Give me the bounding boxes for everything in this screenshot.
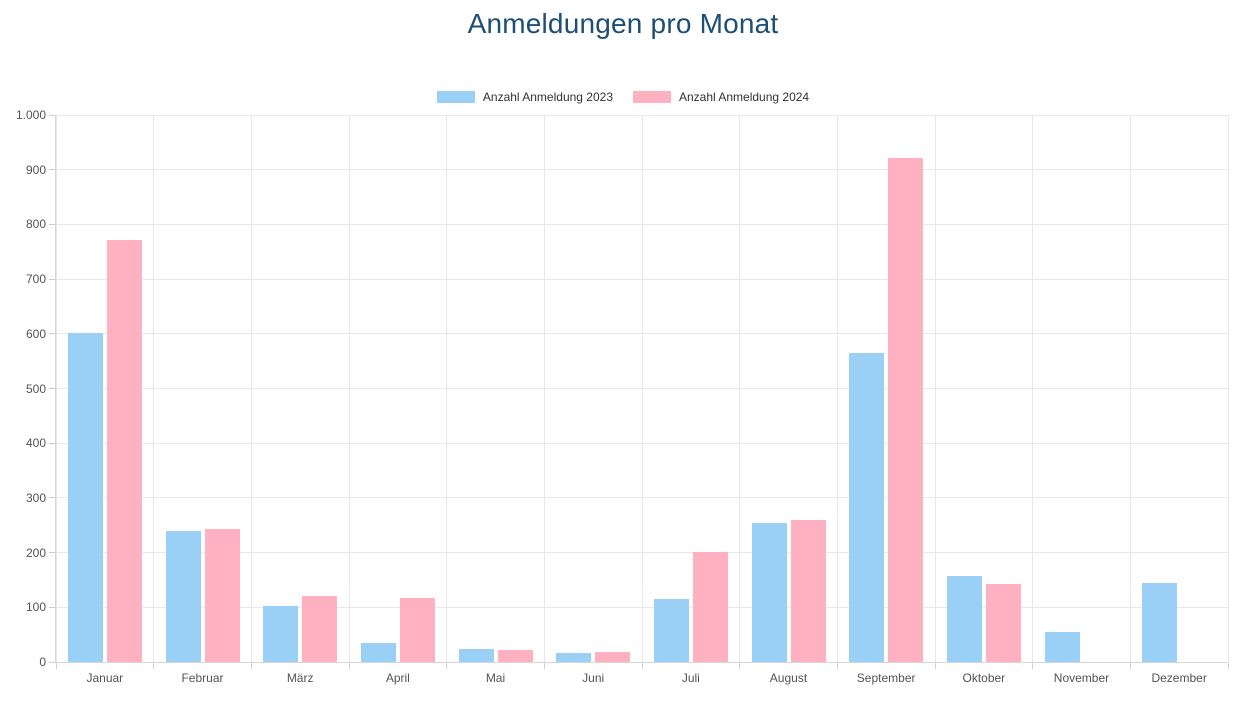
y-tick-mark-500 xyxy=(49,388,55,389)
x-tick-label-m-rz: März xyxy=(286,671,314,685)
x-tick-mark-9 xyxy=(934,663,936,669)
y-tick-mark-300 xyxy=(49,497,55,499)
bar-august-anzahl-anmeldung-2024[interactable] xyxy=(790,519,826,662)
bar-januar-anzahl-anmeldung-2023[interactable] xyxy=(67,332,103,662)
bar-februar-anzahl-anmeldung-2023[interactable] xyxy=(165,530,201,662)
y-tick-mark-100 xyxy=(49,606,55,608)
bar-oktober-anzahl-anmeldung-2024[interactable] xyxy=(985,583,1021,662)
x-tick-mark-6 xyxy=(641,663,643,669)
bar-m-rz-anzahl-anmeldung-2023[interactable] xyxy=(263,606,299,662)
y-tick-mark-1000 xyxy=(49,114,55,116)
legend-swatch-anzahl-anmeldung-2024 xyxy=(633,91,671,103)
bar-juli-anzahl-anmeldung-2023[interactable] xyxy=(653,599,689,662)
x-tick-label-mai: Mai xyxy=(485,671,506,685)
x-tick-mark-12 xyxy=(1227,663,1229,669)
bar-september-anzahl-anmeldung-2024[interactable] xyxy=(888,157,924,662)
gridline-x-0 xyxy=(55,115,57,662)
y-tick-label-200: 200 xyxy=(25,545,46,560)
y-tick-label-300: 300 xyxy=(25,490,46,505)
gridline-x-4 xyxy=(446,115,448,662)
x-tick-label-juli: Juli xyxy=(681,671,700,685)
gridline-x-2 xyxy=(250,115,252,662)
bar-oktober-anzahl-anmeldung-2023[interactable] xyxy=(946,575,982,662)
y-tick-mark-800 xyxy=(49,223,55,225)
y-tick-label-0: 0 xyxy=(39,655,46,669)
x-tick-label-august: August xyxy=(769,671,808,685)
bar-juni-anzahl-anmeldung-2024[interactable] xyxy=(595,651,631,662)
bar-mai-anzahl-anmeldung-2024[interactable] xyxy=(497,649,533,662)
y-tick-label-800: 800 xyxy=(25,217,46,232)
x-tick-mark-7 xyxy=(739,663,741,669)
bar-september-anzahl-anmeldung-2023[interactable] xyxy=(849,352,885,662)
y-tick-mark-400 xyxy=(49,442,55,444)
x-tick-label-juni: Juni xyxy=(582,671,605,685)
gridline-x-9 xyxy=(934,115,936,662)
y-tick-label-600: 600 xyxy=(25,326,46,341)
gridline-x-12 xyxy=(1227,115,1229,662)
y-tick-mark-700 xyxy=(49,278,55,280)
x-tick-label-dezember: Dezember xyxy=(1151,671,1207,685)
bar-mai-anzahl-anmeldung-2023[interactable] xyxy=(458,648,494,662)
x-tick-label-februar: Februar xyxy=(181,671,224,685)
gridline-x-5 xyxy=(543,115,545,662)
x-tick-label-april: April xyxy=(385,671,410,685)
legend-label: Anzahl Anmeldung 2023 xyxy=(482,90,613,104)
legend-label: Anzahl Anmeldung 2024 xyxy=(679,90,810,104)
x-axis-line xyxy=(55,662,1228,663)
bar-m-rz-anzahl-anmeldung-2024[interactable] xyxy=(302,595,338,662)
gridline-x-3 xyxy=(348,115,350,662)
legend-swatch-anzahl-anmeldung-2023 xyxy=(436,91,475,103)
gridline-x-8 xyxy=(836,115,838,662)
x-tick-mark-0 xyxy=(55,663,57,669)
gridline-x-7 xyxy=(739,115,741,662)
x-tick-mark-10 xyxy=(1032,663,1034,669)
legend-item-anzahl-anmeldung-2023[interactable]: Anzahl Anmeldung 2023 xyxy=(436,90,613,104)
y-tick-mark-200 xyxy=(49,552,55,554)
x-tick-mark-8 xyxy=(836,663,838,669)
bar-november-anzahl-anmeldung-2023[interactable] xyxy=(1044,632,1080,662)
bar-dezember-anzahl-anmeldung-2023[interactable] xyxy=(1142,582,1178,662)
y-axis-line xyxy=(55,115,56,662)
bar-februar-anzahl-anmeldung-2024[interactable] xyxy=(204,528,240,662)
chart-title: Anmeldungen pro Monat xyxy=(467,8,779,39)
bar-august-anzahl-anmeldung-2023[interactable] xyxy=(751,522,787,662)
bar-januar-anzahl-anmeldung-2024[interactable] xyxy=(106,239,142,662)
gridline-x-1 xyxy=(153,115,155,662)
x-tick-label-oktober: Oktober xyxy=(962,671,1006,685)
y-tick-mark-0 xyxy=(49,661,55,663)
chart-legend: Anzahl Anmeldung 2023 Anzahl Anmeldung 20… xyxy=(0,91,1246,103)
bar-juni-anzahl-anmeldung-2023[interactable] xyxy=(556,652,592,662)
bar-juli-anzahl-anmeldung-2024[interactable] xyxy=(692,551,728,662)
x-tick-mark-11 xyxy=(1129,663,1131,669)
legend-item-anzahl-anmeldung-2024[interactable]: Anzahl Anmeldung 2024 xyxy=(633,91,809,103)
y-tick-label-900: 900 xyxy=(25,162,46,177)
x-tick-mark-2 xyxy=(250,663,252,669)
x-tick-mark-4 xyxy=(446,663,448,669)
y-tick-label-700: 700 xyxy=(25,272,46,287)
gridline-x-10 xyxy=(1032,115,1034,662)
x-tick-mark-1 xyxy=(153,663,155,669)
y-tick-mark-600 xyxy=(49,333,55,335)
y-tick-label-400: 400 xyxy=(25,436,46,451)
x-tick-label-januar: Januar xyxy=(86,671,124,685)
gridline-x-11 xyxy=(1129,115,1131,662)
x-tick-label-november: November xyxy=(1053,671,1110,685)
bar-april-anzahl-anmeldung-2024[interactable] xyxy=(399,598,435,662)
y-tick-label-1000: 1.000 xyxy=(15,108,46,122)
y-tick-mark-900 xyxy=(49,169,55,171)
y-tick-label-500: 500 xyxy=(25,381,46,396)
plot-area xyxy=(49,114,1229,669)
x-tick-mark-5 xyxy=(543,663,545,669)
x-tick-mark-3 xyxy=(348,663,350,669)
gridline-x-6 xyxy=(641,115,643,662)
bar-april-anzahl-anmeldung-2023[interactable] xyxy=(360,642,396,662)
x-tick-label-september: September xyxy=(856,671,916,685)
y-tick-label-100: 100 xyxy=(25,600,46,615)
